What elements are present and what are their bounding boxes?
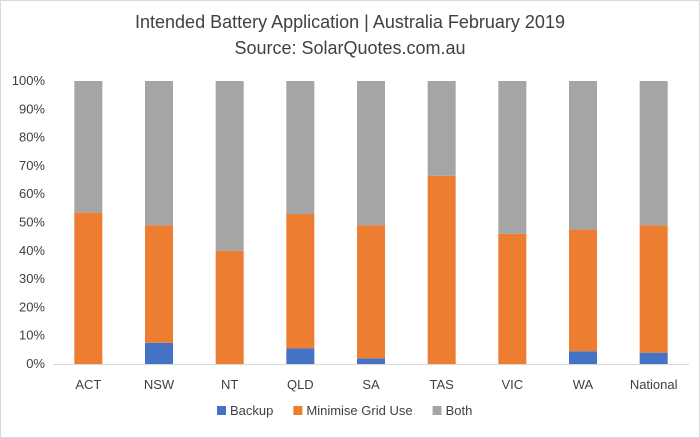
- y-tick-label: 40%: [19, 243, 45, 258]
- bar-group: [498, 81, 527, 364]
- bar-segment: [145, 225, 173, 343]
- bar-segment: [74, 212, 103, 364]
- bar-segment: [357, 225, 385, 359]
- x-tick-label: WA: [573, 377, 594, 392]
- bar-group: [145, 81, 173, 364]
- bar-segment: [74, 81, 103, 213]
- bar-segment: [639, 225, 668, 353]
- bar-segment: [215, 81, 244, 251]
- bar-group: [427, 81, 456, 364]
- x-tick-label: NSW: [144, 377, 175, 392]
- y-tick-label: 60%: [19, 186, 45, 201]
- bar-segment: [427, 81, 456, 176]
- y-tick-label: 70%: [19, 158, 45, 173]
- bar-segment: [639, 352, 668, 364]
- y-tick-label: 90%: [19, 101, 45, 116]
- bar-segment: [639, 81, 668, 226]
- bar-segment: [498, 233, 527, 364]
- bar-group: [569, 81, 597, 364]
- bars: [74, 81, 668, 364]
- x-tick-label: QLD: [287, 377, 314, 392]
- x-tick-label: VIC: [501, 377, 523, 392]
- legend-swatch: [432, 406, 442, 415]
- legend-swatch: [217, 406, 226, 415]
- legend-item: Backup: [217, 403, 273, 418]
- y-tick-label: 50%: [19, 215, 45, 230]
- legend: Backup Minimise Grid Use Both: [217, 403, 472, 418]
- legend-label: Both: [446, 403, 473, 418]
- bar-segment: [498, 81, 527, 234]
- y-tick-label: 0%: [26, 356, 45, 371]
- bar-segment: [286, 348, 315, 364]
- bar-segment: [215, 250, 244, 364]
- bar-group: [357, 81, 385, 364]
- x-axis: ACT NSW NT QLD SA TAS VIC WA National: [53, 364, 689, 392]
- bar-group: [74, 81, 103, 364]
- y-tick-label: 10%: [19, 328, 45, 343]
- x-tick-label: TAS: [430, 377, 455, 392]
- x-tick-label: ACT: [75, 377, 101, 392]
- legend-item: Both: [432, 403, 473, 418]
- x-tick-label: National: [630, 377, 678, 392]
- y-tick-label: 100%: [12, 73, 46, 88]
- legend-swatch: [293, 406, 303, 415]
- bar-segment: [357, 358, 385, 364]
- bar-group: [639, 81, 668, 364]
- legend-label: Minimise Grid Use: [306, 403, 412, 418]
- bar-segment: [569, 351, 597, 364]
- bar-segment: [286, 214, 315, 349]
- y-tick-label: 20%: [19, 299, 45, 314]
- y-axis: 0% 10% 20% 30% 40% 50% 60% 70% 80% 90% 100%: [12, 73, 46, 371]
- x-tick-label: NT: [221, 377, 238, 392]
- bar-segment: [145, 342, 173, 364]
- y-tick-label: 30%: [19, 271, 45, 286]
- x-tick-label: SA: [362, 377, 380, 392]
- bar-segment: [357, 81, 385, 226]
- chart-title: Intended Battery Application | Australia…: [135, 12, 565, 32]
- bar-segment: [286, 81, 315, 215]
- chart-subtitle: Source: SolarQuotes.com.au: [234, 38, 466, 58]
- y-tick-label: 80%: [19, 130, 45, 145]
- legend-item: Minimise Grid Use: [293, 403, 413, 418]
- legend-label: Backup: [230, 403, 273, 418]
- bar-segment: [569, 229, 597, 352]
- bar-group: [286, 81, 315, 364]
- bar-group: [215, 81, 244, 364]
- bar-segment: [569, 81, 597, 230]
- bar-segment: [427, 175, 456, 364]
- bar-segment: [145, 81, 173, 226]
